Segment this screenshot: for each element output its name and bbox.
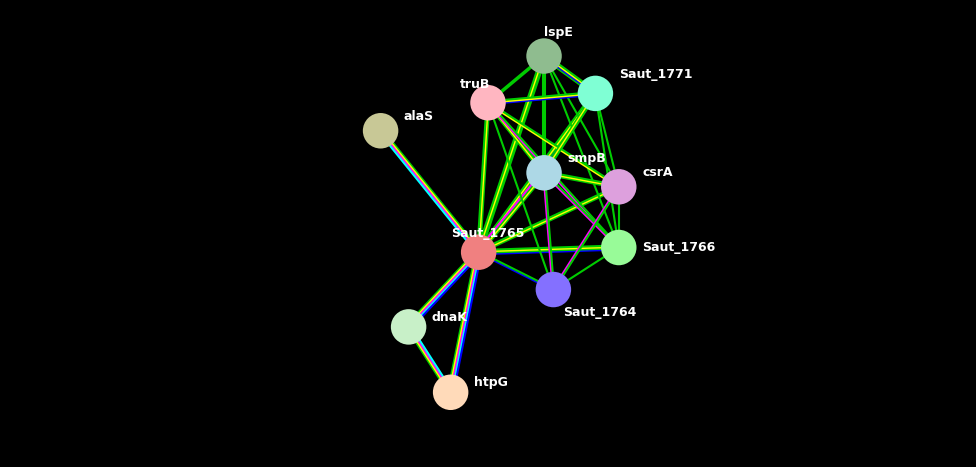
Circle shape — [363, 113, 398, 149]
Circle shape — [461, 234, 497, 270]
Circle shape — [601, 169, 636, 205]
Text: htpG: htpG — [474, 376, 508, 389]
Circle shape — [433, 375, 468, 410]
Circle shape — [526, 155, 562, 191]
Text: alaS: alaS — [404, 110, 434, 123]
Circle shape — [601, 230, 636, 265]
Text: Saut_1766: Saut_1766 — [642, 241, 715, 254]
Text: smpB: smpB — [567, 152, 606, 165]
Text: truB: truB — [460, 78, 490, 91]
Circle shape — [390, 309, 427, 345]
Circle shape — [536, 272, 571, 307]
Text: Saut_1764: Saut_1764 — [563, 306, 636, 319]
Text: Saut_1771: Saut_1771 — [619, 68, 692, 81]
Text: lspE: lspE — [544, 26, 573, 39]
Text: csrA: csrA — [642, 166, 672, 179]
Circle shape — [470, 85, 506, 120]
Circle shape — [526, 38, 562, 74]
Text: Saut_1765: Saut_1765 — [451, 227, 524, 240]
Circle shape — [578, 76, 613, 111]
Text: dnaK: dnaK — [432, 311, 468, 324]
